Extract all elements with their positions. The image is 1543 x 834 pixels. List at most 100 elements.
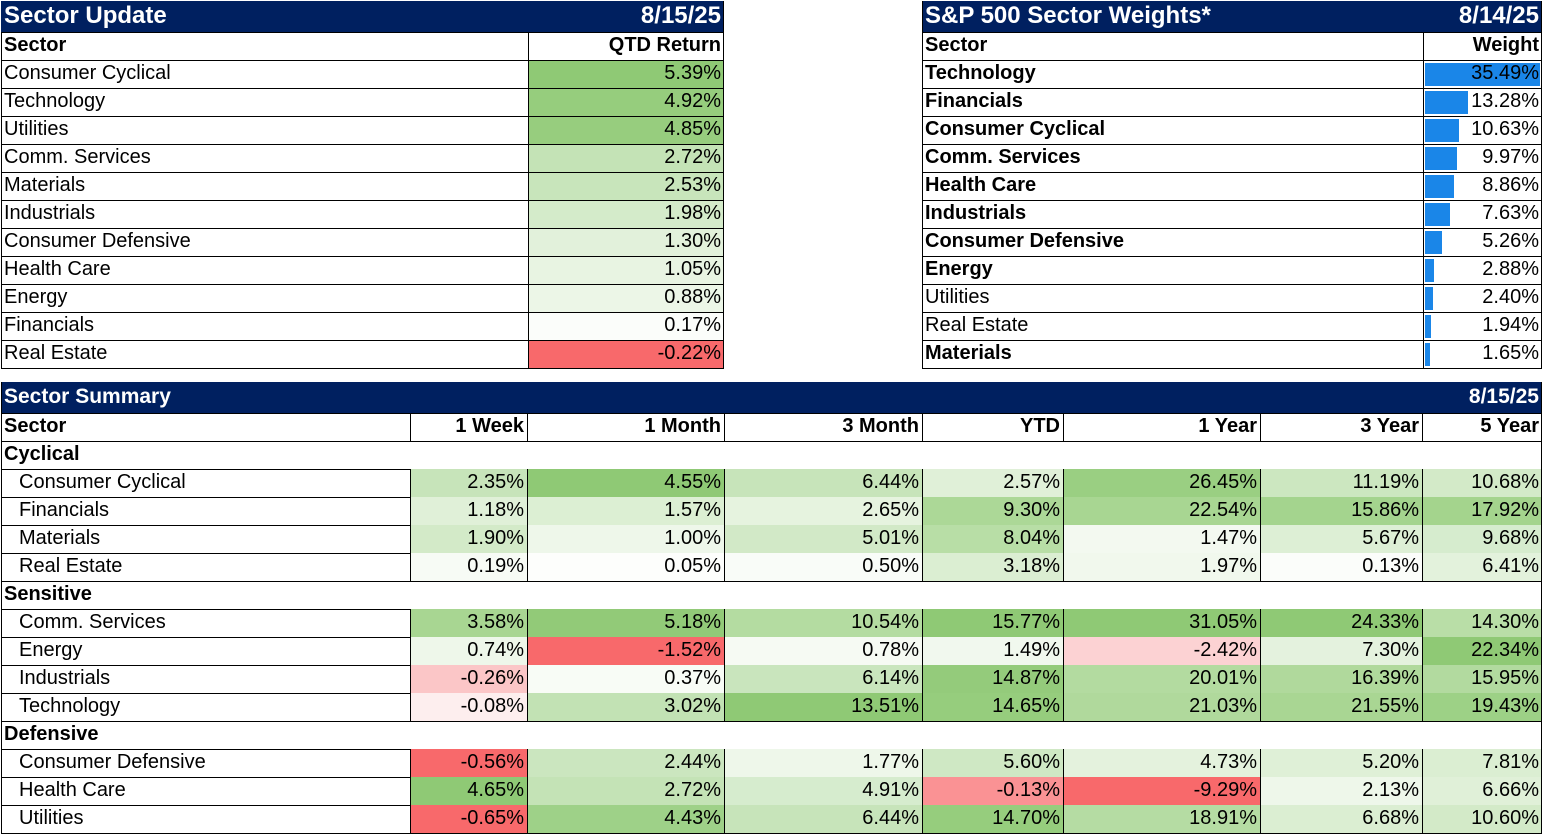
grid-line [922,116,1542,117]
return-value: -1.52% [527,637,724,665]
weight-value: 2.88% [1482,258,1539,280]
grid-line [1,256,724,257]
grid-line [1422,665,1423,693]
weight-bar [1425,203,1450,226]
grid-line [410,469,411,497]
return-value: 11.19% [1260,469,1422,497]
weight-bar [1425,119,1459,142]
grid-line [1,116,724,117]
grid-line [922,525,923,553]
grid-line [922,144,1542,145]
table-row: Comm. Services 2.72% [1,144,724,172]
sector-update-header-row: Sector QTD Return [1,32,724,60]
qtd-return-value: 0.88% [528,284,724,312]
return-value: -2.42% [1063,637,1260,665]
sector-name: Energy [4,286,68,308]
weight-value: 35.49% [1471,62,1539,84]
return-value: 17.92% [1422,497,1542,525]
grid-line [1,32,2,368]
grid-line [1260,693,1261,721]
weight-value: 5.26% [1482,230,1539,252]
sector-name: Real Estate [19,555,123,577]
sector-name: Real Estate [925,314,1029,336]
qtd-return-value: 4.92% [528,88,724,116]
grid-line [1,228,724,229]
col-header-1-month: 1 Month [644,415,721,437]
weight-value: 2.40% [1482,286,1539,308]
table-row: Utilities -0.65% 4.43% 6.44% 14.70% 18.91% 6.6… [1,805,1542,833]
col-header-weight: Weight [1472,34,1539,56]
return-value: 6.44% [724,469,922,497]
weight-bar [1425,259,1434,282]
table-row: Industrials 1.98% [1,200,724,228]
return-value: 0.74% [410,637,527,665]
weight-bar [1425,231,1442,254]
sector-weights-header-row: Sector Weight [922,32,1542,60]
sector-name: Consumer Defensive [4,230,191,252]
sector-summary-table: Sector Summary 8/15/25 Sector 1 Week 1 Mon… [1,382,1542,834]
return-value: 0.13% [1260,553,1422,581]
grid-line [922,749,923,777]
grid-line [1,144,724,145]
grid-line [1063,469,1064,497]
return-value: 0.05% [527,553,724,581]
weight-value: 1.94% [1482,314,1539,336]
table-row: Technology 35.49% [922,60,1542,88]
table-row: Utilities 4.85% [1,116,724,144]
return-value: -0.65% [410,805,527,833]
return-value: 14.70% [922,805,1063,833]
grid-line [1,32,724,33]
return-value: 5.01% [724,525,922,553]
return-value: 7.81% [1422,749,1542,777]
sector-name: Materials [4,174,86,196]
sector-name: Energy [925,258,993,280]
sector-summary-date: 8/15/25 [1468,385,1539,408]
return-value: 6.14% [724,665,922,693]
return-value: 14.30% [1422,609,1542,637]
return-value: 2.72% [527,777,724,805]
col-header-sector: Sector [4,415,67,437]
grid-line [724,805,725,833]
table-row: Real Estate 0.19% 0.05% 0.50% 3.18% 1.97% 0.13… [1,553,1542,581]
grid-line [1422,413,1423,441]
grid-line [1541,1,1542,368]
sector-name: Real Estate [4,342,108,364]
return-value: 1.49% [922,637,1063,665]
return-value: 1.47% [1063,525,1260,553]
qtd-return-value: 0.17% [528,312,724,340]
col-header-1-week: 1 Week [455,415,524,437]
grid-line [1,340,724,341]
table-row: Consumer Cyclical 2.35% 4.55% 6.44% 2.57% 26.… [1,469,1542,497]
grid-line [1422,749,1423,777]
return-value: 1.77% [724,749,922,777]
weight-value: 13.28% [1471,90,1539,112]
return-value: 1.90% [410,525,527,553]
grid-line [527,665,528,693]
table-row: Health Care 1.05% [1,256,724,284]
return-value: 2.65% [724,497,922,525]
grid-line [922,60,1542,61]
weight-cell: 1.65% [1423,340,1542,368]
return-value: 4.73% [1063,749,1260,777]
table-row: Financials 0.17% [1,312,724,340]
grid-line [922,497,923,525]
grid-line [410,525,411,553]
grid-line [724,777,725,805]
sector-name: Health Care [925,174,1037,196]
table-row: Health Care 8.86% [922,172,1542,200]
grid-line [410,693,411,721]
table-row: Materials 1.65% [922,340,1542,368]
return-value: -0.08% [410,693,527,721]
sector-weights-date: 8/14/25 [1458,2,1539,29]
grid-line [1422,637,1423,665]
weight-cell: 9.97% [1423,144,1542,172]
return-value: 5.60% [922,749,1063,777]
grid-line [1260,665,1261,693]
return-value: -0.26% [410,665,527,693]
grid-line [922,609,923,637]
return-value: 20.01% [1063,665,1260,693]
table-row: Industrials -0.26% 0.37% 6.14% 14.87% 20.01% 1… [1,665,1542,693]
sector-name: Utilities [4,118,69,140]
sector-name: Industrials [4,202,96,224]
grid-line [1,284,724,285]
